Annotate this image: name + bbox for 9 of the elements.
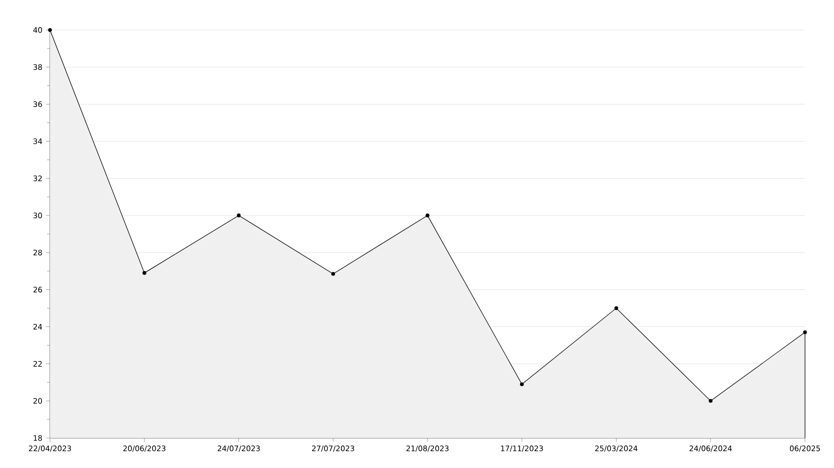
- point: [142, 271, 146, 275]
- point: [520, 382, 524, 386]
- point: [614, 306, 618, 310]
- point: [331, 272, 336, 276]
- point: [426, 214, 430, 218]
- point: [708, 399, 713, 403]
- point: [803, 330, 807, 334]
- point: [48, 28, 52, 32]
- point: [236, 214, 241, 218]
